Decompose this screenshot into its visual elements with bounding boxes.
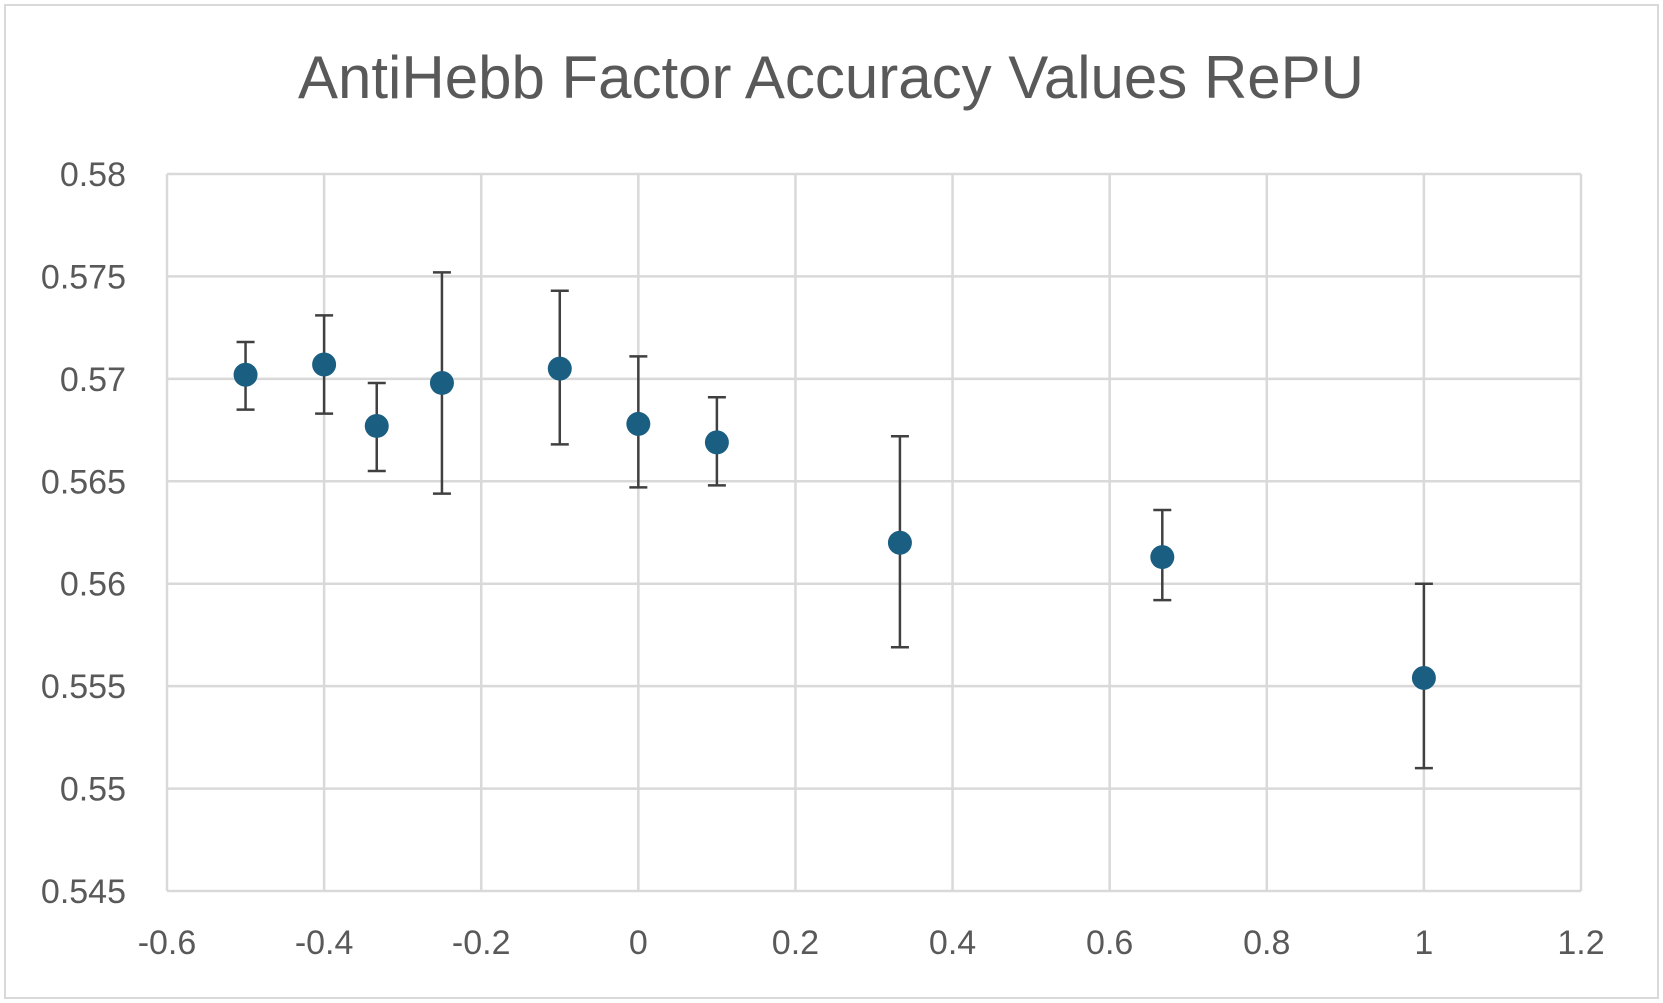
y-tick-label: 0.57 [60, 361, 126, 399]
y-tick-label: 0.55 [60, 771, 126, 809]
data-point [233, 362, 258, 387]
x-tick-label: 1 [1414, 924, 1433, 962]
data-point [429, 370, 454, 395]
data-points [233, 352, 1436, 690]
x-tick-label: -0.2 [452, 924, 511, 962]
x-tick-label: 1.2 [1557, 924, 1604, 962]
chart-title: AntiHebb Factor Accuracy Values RePU [298, 44, 1364, 111]
data-point [704, 430, 729, 455]
data-point [887, 530, 912, 555]
y-tick-label: 0.56 [60, 566, 126, 604]
x-tick-label: -0.6 [138, 924, 197, 962]
x-axis-ticks: -0.6 -0.4 -0.2 0 0.2 0.4 0.6 0.8 1 1.2 [138, 924, 1605, 962]
grid [165, 172, 1583, 893]
x-tick-label: 0.2 [772, 924, 819, 962]
error-bars [236, 271, 1433, 770]
data-point [626, 411, 651, 436]
data-point [364, 413, 389, 438]
y-axis-ticks: 0.58 0.575 0.57 0.565 0.56 0.555 0.55 0.545 [41, 156, 126, 911]
y-tick-label: 0.575 [41, 258, 126, 296]
x-tick-label: 0.4 [929, 924, 976, 962]
y-tick-label: 0.545 [41, 873, 126, 911]
data-point [312, 352, 337, 377]
y-tick-label: 0.58 [60, 156, 126, 194]
x-tick-label: -0.4 [295, 924, 354, 962]
y-tick-label: 0.565 [41, 463, 126, 501]
data-point [547, 356, 572, 381]
data-point [1411, 665, 1436, 690]
y-tick-label: 0.555 [41, 668, 126, 706]
x-tick-label: 0.6 [1086, 924, 1133, 962]
data-point [1150, 545, 1175, 570]
x-tick-label: 0.8 [1243, 924, 1290, 962]
chart-frame [4, 4, 1659, 999]
x-tick-label: 0 [629, 924, 648, 962]
